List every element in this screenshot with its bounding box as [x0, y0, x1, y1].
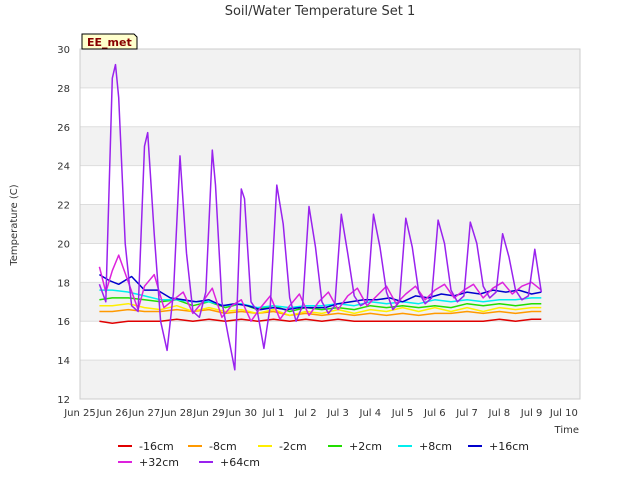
legend: -16cm -8cm -2cm +2cm +8cm +16cm +32cm +64cm: [118, 438, 538, 470]
legend-label: +2cm: [349, 439, 382, 453]
legend-label: -8cm: [209, 439, 237, 453]
legend-swatch: [328, 445, 342, 447]
y-tick-label: 24: [57, 162, 70, 173]
x-tick-label: Jun 29: [192, 408, 225, 419]
series-lines: [98, 63, 543, 371]
x-tick-label: Jun 27: [128, 408, 161, 419]
y-tick-label: 18: [57, 278, 70, 289]
legend-row-1: -16cm -8cm -2cm +2cm +8cm +16cm: [118, 438, 538, 454]
x-tick-label: Jun 30: [225, 408, 258, 419]
x-tick-label: Jul 3: [326, 408, 349, 419]
y-tick-label: 26: [57, 123, 70, 134]
y-tick-label: 28: [57, 84, 70, 95]
plot-band: [80, 360, 580, 399]
station-badge: EE_met: [81, 33, 138, 50]
legend-label: +8cm: [419, 439, 452, 453]
legend-label: -16cm: [139, 439, 174, 453]
legend-swatch: [258, 445, 272, 447]
series-line-16cm: [99, 318, 542, 324]
legend-label: -2cm: [279, 439, 307, 453]
plot-band: [80, 165, 580, 205]
plot-band: [80, 126, 580, 166]
legend-item: +32cm: [118, 456, 199, 469]
plot-band: [80, 49, 580, 88]
x-tick-label: Jun 26: [95, 408, 128, 419]
x-tick-label: Jul 1: [262, 408, 285, 419]
legend-item: +64cm: [199, 456, 280, 469]
y-tick-label: 14: [57, 356, 70, 367]
x-tick-label: Jul 6: [423, 408, 446, 419]
legend-item: +8cm: [398, 440, 468, 453]
y-tick-label: 30: [57, 45, 70, 56]
plot-band: [80, 204, 580, 244]
y-tick-label: 20: [57, 239, 70, 250]
x-tick-label: Jun 25: [63, 408, 96, 419]
series-line-16cm: [99, 273, 542, 311]
legend-item: -16cm: [118, 440, 188, 453]
legend-swatch: [468, 445, 482, 447]
y-axis-label: Temperature (C): [9, 184, 20, 266]
plot-bands: [80, 49, 580, 399]
legend-item: -8cm: [188, 440, 258, 453]
plot-band: [80, 243, 580, 283]
legend-swatch: [398, 445, 412, 447]
x-tick-label: Jul 4: [359, 408, 382, 419]
plot-border: [79, 48, 581, 400]
plot-band: [80, 321, 580, 361]
legend-row-2: +32cm +64cm: [118, 454, 538, 470]
station-badge-label: EE_met: [87, 36, 132, 49]
legend-item: +16cm: [468, 440, 538, 453]
legend-item: +2cm: [328, 440, 398, 453]
x-tick-label: Jul 8: [488, 408, 511, 419]
series-line-32cm: [98, 254, 542, 322]
x-tick-label: Jul 2: [294, 408, 317, 419]
y-tick-label: 22: [57, 201, 70, 212]
y-axis-ticks: 12 14 16 18 20 22 24 26 28 30: [57, 45, 70, 406]
y-tick-label: 16: [57, 317, 70, 328]
legend-item: -2cm: [258, 440, 328, 453]
x-tick-label: Jul 9: [520, 408, 543, 419]
legend-swatch: [188, 445, 202, 447]
x-axis-label: Time: [554, 425, 579, 436]
legend-swatch: [118, 445, 132, 447]
x-tick-label: Jul 7: [455, 408, 478, 419]
legend-label: +32cm: [139, 455, 179, 469]
series-line-64cm: [98, 63, 543, 371]
x-tick-label: Jul 5: [391, 408, 414, 419]
plot-band: [80, 87, 580, 127]
series-line-8cm: [99, 289, 542, 309]
legend-swatch: [199, 461, 213, 463]
x-tick-label: Jun 28: [160, 408, 193, 419]
chart-title: Soil/Water Temperature Set 1: [225, 4, 416, 19]
legend-label: +64cm: [220, 455, 260, 469]
legend-swatch: [118, 461, 132, 463]
y-tick-label: 12: [57, 395, 70, 406]
x-tick-label: Jul 10: [549, 408, 578, 419]
legend-label: +16cm: [489, 439, 529, 453]
x-axis-ticks: Jun 25 Jun 26 Jun 27 Jun 28 Jun 29 Jun 30 Jul …: [63, 408, 578, 419]
